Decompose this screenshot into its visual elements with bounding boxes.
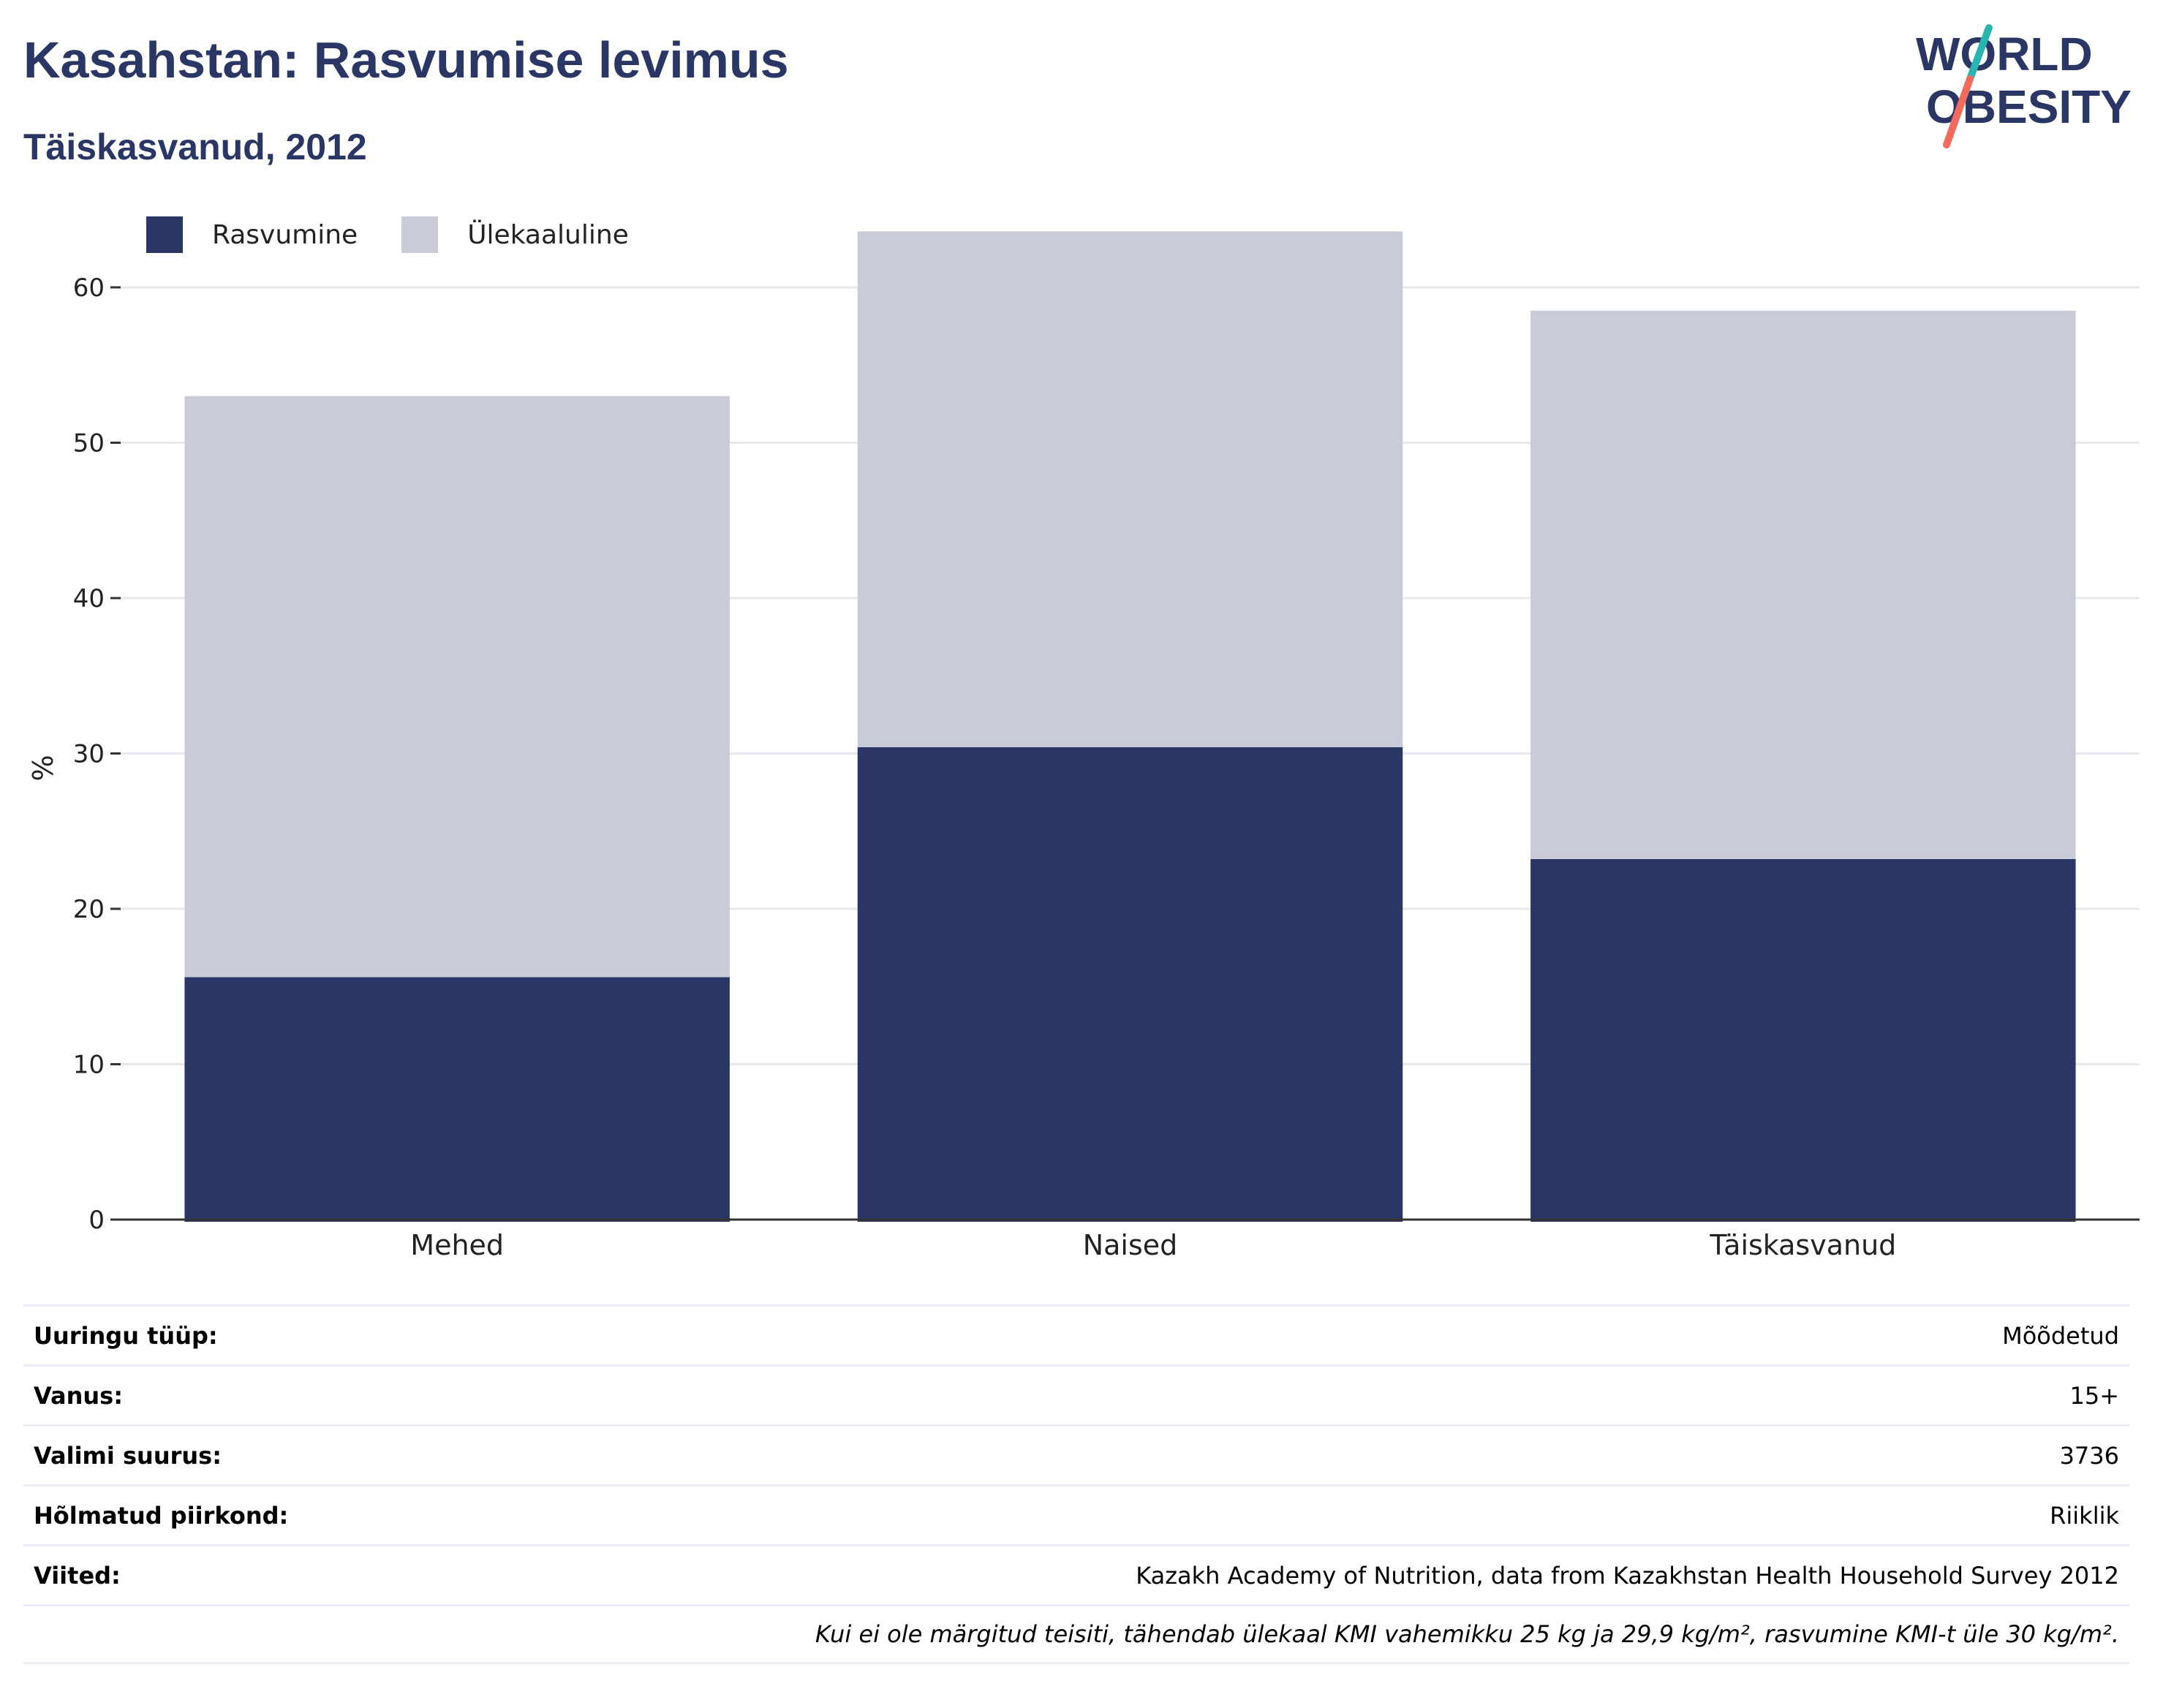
info-row-age: Vanus: 15+ <box>23 1364 2129 1424</box>
world-obesity-logo: WORLD OBESITY <box>1916 24 2132 148</box>
info-label: Viited: <box>34 1561 121 1590</box>
bar-obesity <box>1530 859 2076 1222</box>
info-table: Uuringu tüüp: Mõõdetud Vanus: 15+ Valimi… <box>23 1304 2129 1664</box>
page-title: Kasahstan: Rasvumise levimus <box>23 31 789 88</box>
legend-swatch-obesity <box>146 216 183 253</box>
info-value: 15+ <box>2069 1381 2119 1410</box>
x-tick-label: Mehed <box>410 1229 504 1261</box>
bar-overweight <box>1530 310 2076 859</box>
legend-item-overweight: Ülekaaluline <box>401 216 629 253</box>
y-tick-label: 30 <box>73 740 105 769</box>
bar-obesity <box>184 977 730 1222</box>
info-row-note: Kui ei ole märgitud teisiti, tähendab ül… <box>23 1604 2129 1664</box>
y-axis-label: % <box>27 755 59 781</box>
y-tick-label: 0 <box>88 1206 105 1235</box>
legend-item-obesity: Rasvumine <box>146 216 358 253</box>
bar-chart: 0 10 20 30 40 50 60% Mehed Naised Täiskasvanud <box>27 231 2140 1261</box>
info-row-survey-type: Uuringu tüüp: Mõõdetud <box>23 1304 2129 1364</box>
info-value: Kazakh Academy of Nutrition, data from K… <box>1136 1561 2119 1590</box>
legend-label-overweight: Ülekaaluline <box>467 219 629 250</box>
info-label: Vanus: <box>34 1381 124 1410</box>
info-label: Uuringu tüüp: <box>34 1321 218 1350</box>
y-tick-label: 10 <box>73 1051 105 1080</box>
x-tick-label: Naised <box>1083 1229 1178 1261</box>
legend-label-obesity: Rasvumine <box>212 219 358 250</box>
y-tick-label: 20 <box>73 895 105 924</box>
bar-overweight <box>184 396 730 978</box>
legend-swatch-overweight <box>401 216 439 253</box>
y-tick-label: 50 <box>73 429 105 458</box>
info-label: Hõlmatud piirkond: <box>34 1501 289 1530</box>
info-row-area: Hõlmatud piirkond: Riiklik <box>23 1484 2129 1544</box>
bar-overweight <box>857 231 1403 747</box>
info-row-references: Viited: Kazakh Academy of Nutrition, dat… <box>23 1544 2129 1604</box>
svg-text:WORLD: WORLD <box>1916 28 2093 80</box>
page-subtitle: Täiskasvanud, 2012 <box>23 126 367 167</box>
info-label: Valimi suurus: <box>34 1441 222 1470</box>
info-row-sample-size: Valimi suurus: 3736 <box>23 1424 2129 1484</box>
bar-obesity <box>857 747 1403 1222</box>
info-value: Riiklik <box>2050 1501 2119 1530</box>
y-tick-label: 40 <box>73 584 105 613</box>
info-value: 3736 <box>2059 1441 2119 1470</box>
info-value: Mõõdetud <box>2002 1321 2119 1350</box>
x-tick-label: Täiskasvanud <box>1709 1229 1896 1261</box>
y-tick-label: 60 <box>73 273 105 303</box>
chart-legend: Rasvumine Ülekaaluline <box>146 216 673 253</box>
definition-note: Kui ei ole märgitud teisiti, tähendab ül… <box>815 1620 2119 1648</box>
